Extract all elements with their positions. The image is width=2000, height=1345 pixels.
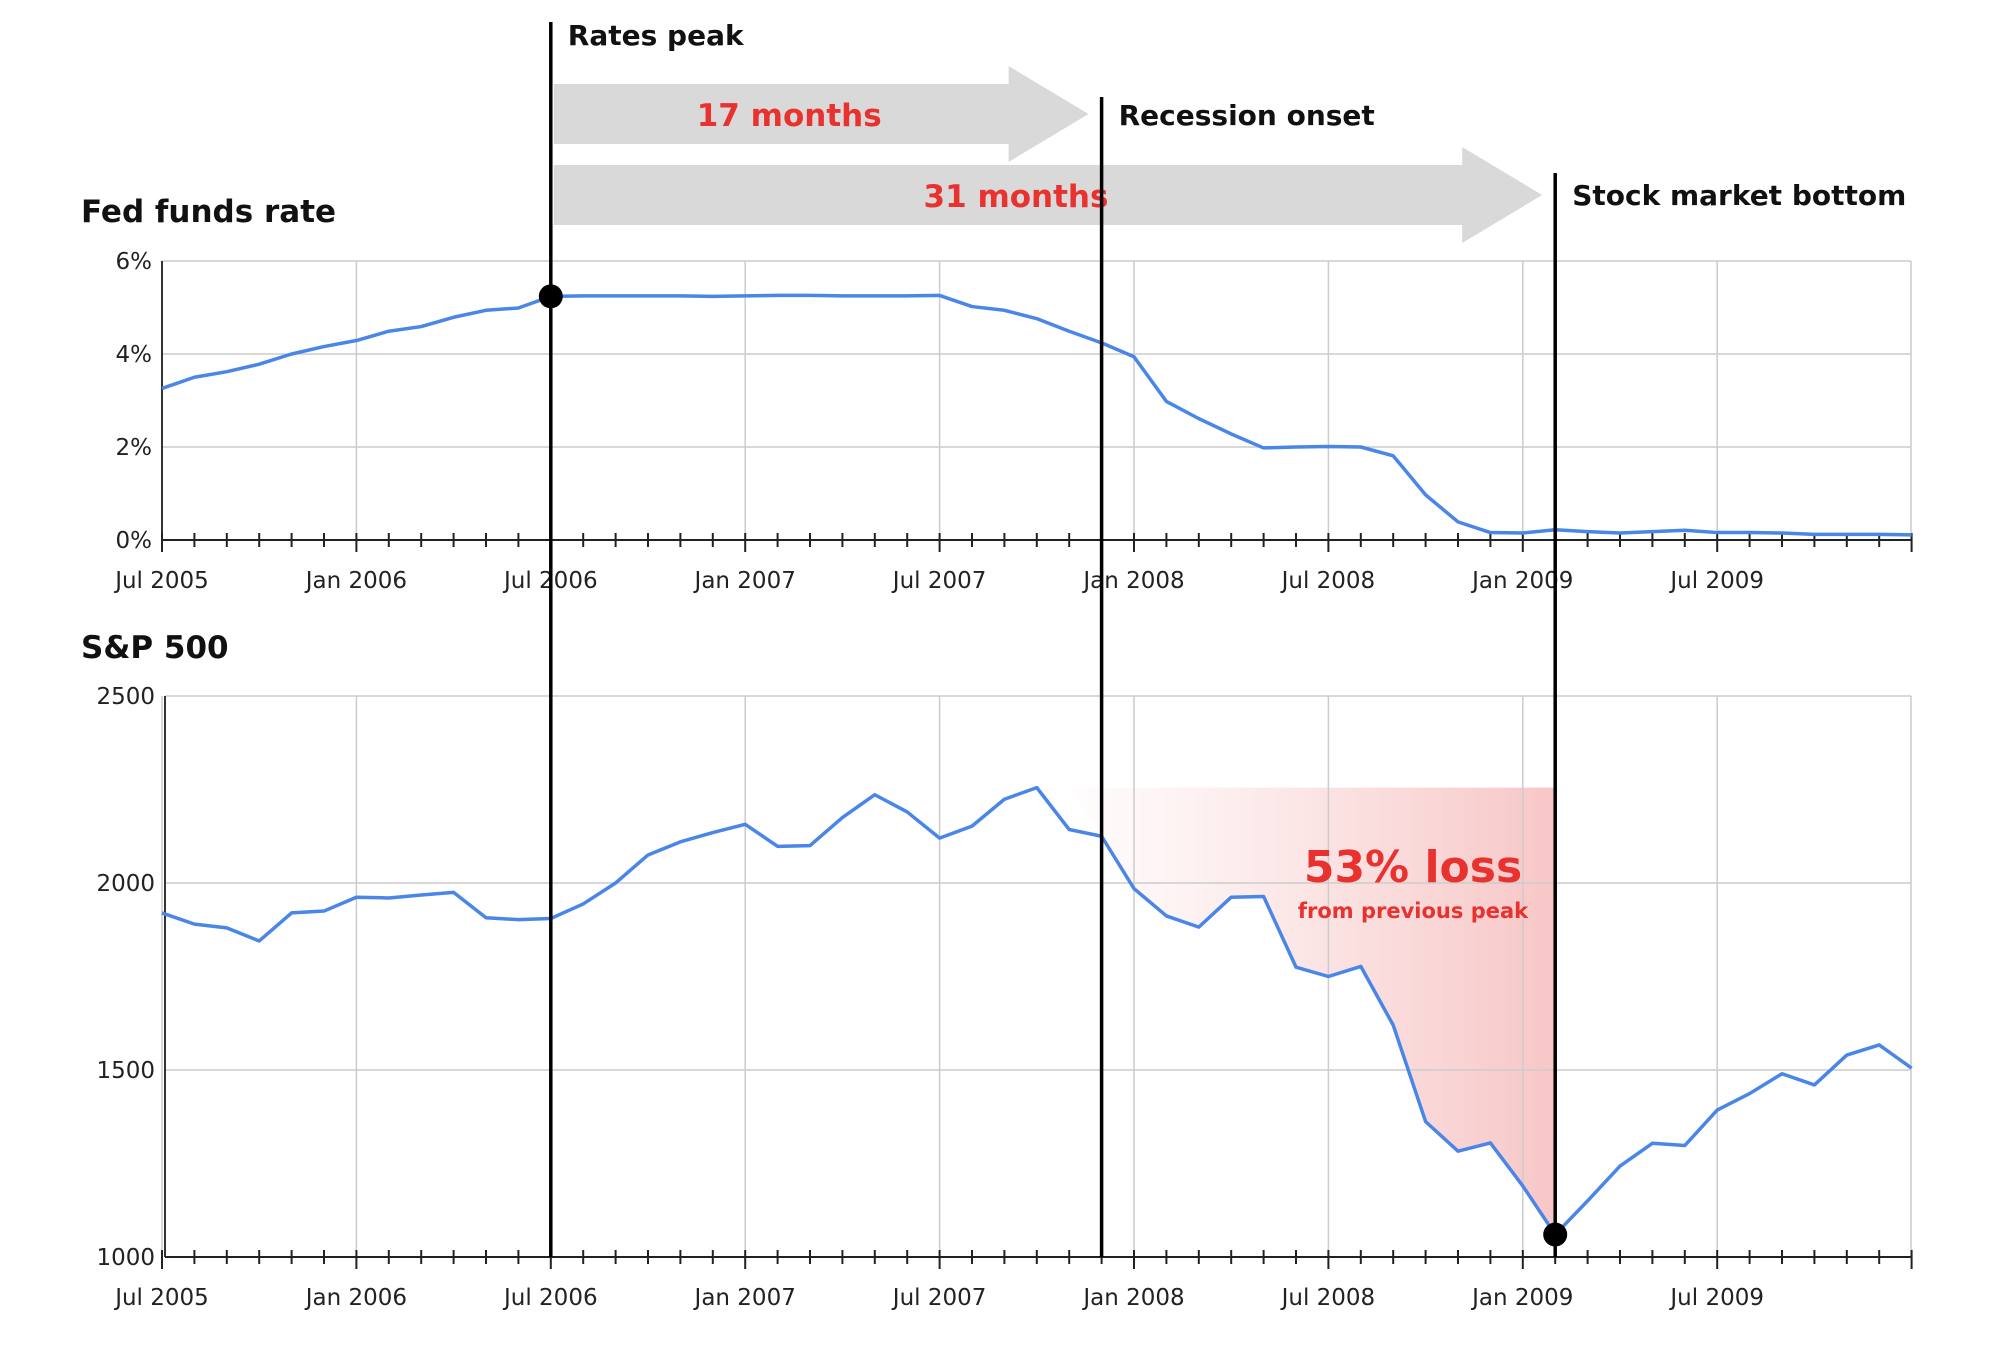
interval-label: 17 months	[697, 98, 882, 134]
fed-xtick-label: Jan 2009	[1470, 568, 1573, 594]
sp-ytick-label: 1500	[96, 1058, 155, 1084]
drawdown-shaded-area	[1069, 787, 1556, 1235]
sp-xtick-label: Jul 2008	[1280, 1285, 1376, 1311]
interval-arrow	[553, 147, 1543, 243]
fed-highlight-point	[538, 284, 563, 309]
fed-ytick-label: 0%	[116, 528, 153, 554]
event-label: Rates peak	[568, 19, 745, 52]
sp-xtick-label: Jan 2006	[304, 1285, 407, 1311]
fed-xtick-label: Jul 2007	[891, 568, 987, 594]
fed-xtick-label: Jul 2009	[1668, 568, 1764, 594]
event-markers: Rates peak Recession onset Stock market bo…	[538, 19, 1906, 1257]
fed-xtick-label: Jul 2005	[113, 568, 209, 594]
background-layer	[1069, 787, 1556, 1235]
sp-xtick-label: Jan 2009	[1470, 1285, 1573, 1311]
interval-label: 31 months	[924, 179, 1109, 215]
chart-title-sp500: S&P 500	[81, 630, 229, 666]
fed-xtick-label: Jan 2006	[304, 568, 407, 594]
sp-xtick-label: Jan 2008	[1081, 1285, 1184, 1311]
fed-ytick-label: 2%	[116, 435, 153, 461]
interval-arrows: 17 months 31 months	[553, 66, 1543, 243]
fed-series-line	[161, 293, 1912, 537]
fed-xtick-label: Jan 2008	[1081, 568, 1184, 594]
fed-xtick-label: Jul 2008	[1280, 568, 1376, 594]
loss-annotation-subtext: from previous peak	[1298, 899, 1529, 923]
loss-annotation-value: 53% loss	[1304, 842, 1522, 893]
chart-title-fed-funds: Fed funds rate	[81, 194, 336, 230]
sp-series-line	[161, 785, 1913, 1237]
chart-panel-top: Fed funds rate 0% 2% 4% 6% Jul 2005 Jan 2006 J…	[81, 194, 1913, 594]
sp-ytick-label: 1000	[96, 1245, 155, 1271]
sp-highlight-point	[1543, 1222, 1568, 1247]
sp-xtick-label: Jul 2006	[502, 1285, 598, 1311]
sp-xtick-label: Jul 2005	[113, 1285, 209, 1311]
sp-ytick-label: 2000	[96, 871, 155, 897]
event-label: Stock market bottom	[1572, 179, 1906, 212]
sp-ytick-label: 2500	[96, 684, 155, 710]
fed-ytick-label: 4%	[116, 342, 153, 368]
interval-arrow	[553, 66, 1089, 162]
event-label: Recession onset	[1119, 99, 1375, 132]
fed-ytick-label: 6%	[116, 249, 153, 275]
sp-xtick-label: Jan 2007	[693, 1285, 796, 1311]
sp-xtick-label: Jul 2007	[891, 1285, 987, 1311]
chart-panel-bottom: S&P 500 1000 1500 2000 2500 Jul 2005 Jan 2006…	[81, 630, 1913, 1311]
sp-xtick-label: Jul 2009	[1668, 1285, 1764, 1311]
fed-xtick-label: Jan 2007	[693, 568, 796, 594]
